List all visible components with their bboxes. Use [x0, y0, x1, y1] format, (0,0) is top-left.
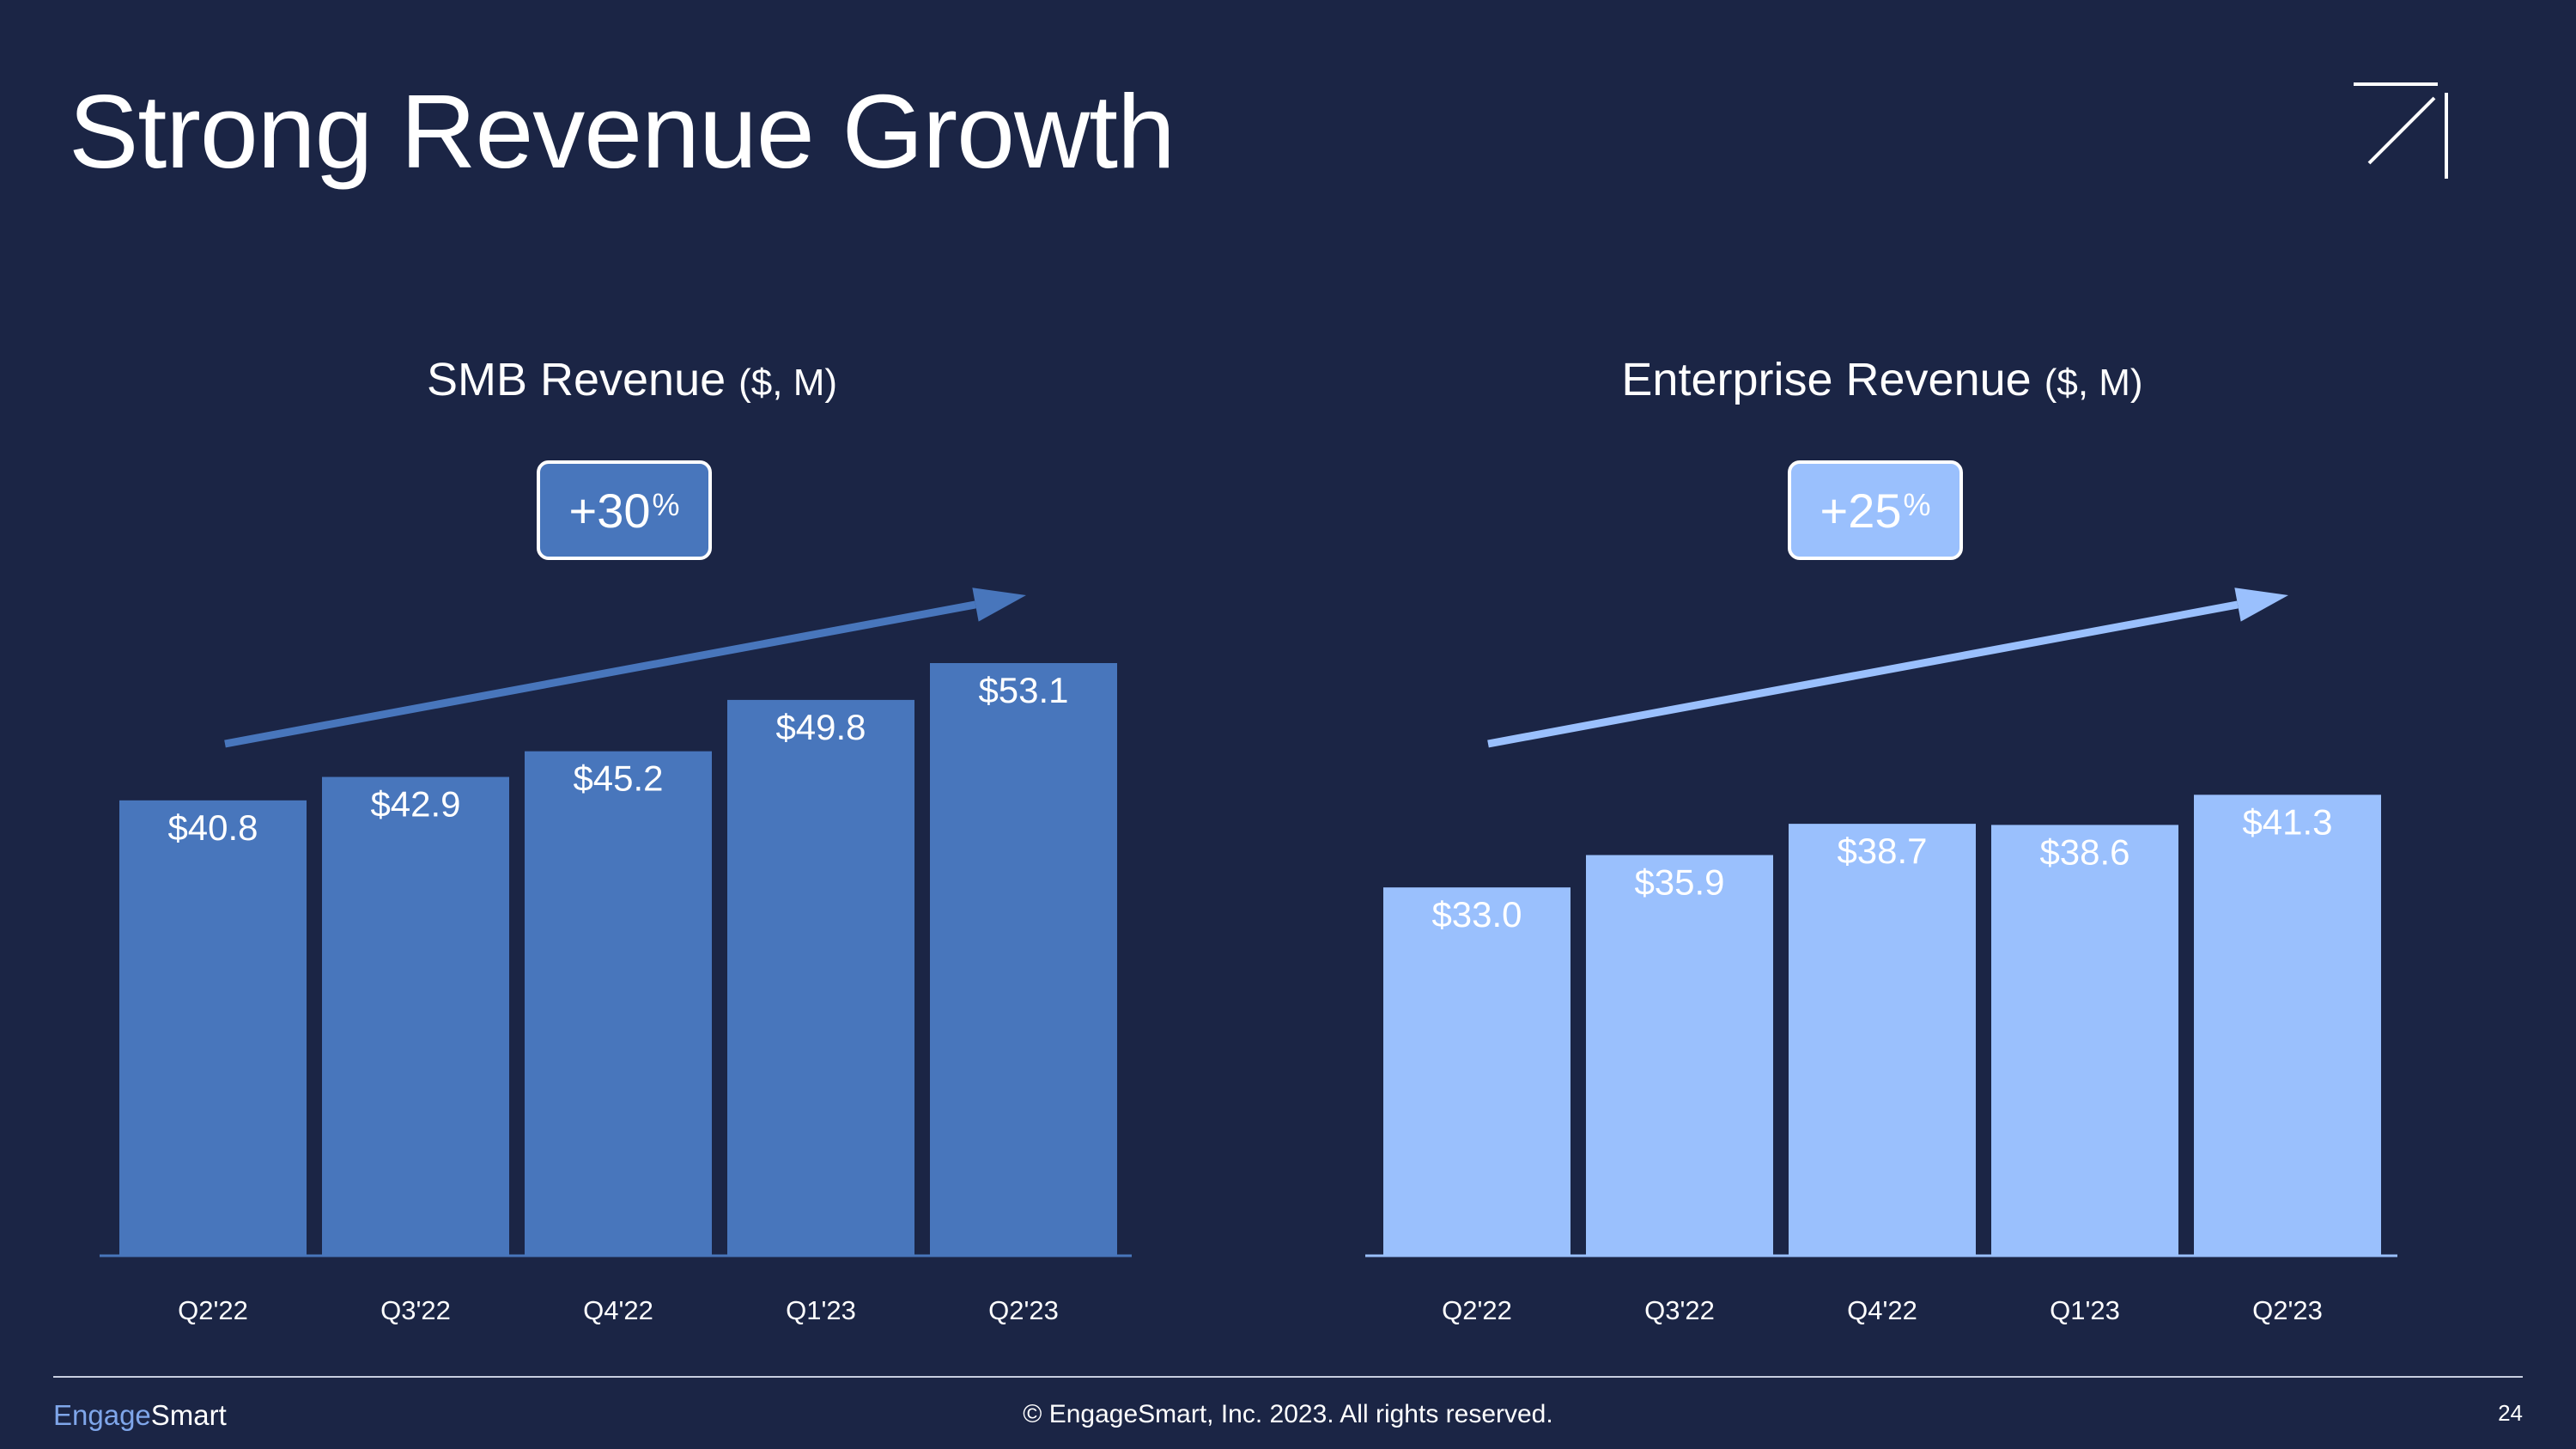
- smb-chart-title: SMB Revenue ($, M): [427, 356, 837, 403]
- page-title: Strong Revenue Growth: [69, 73, 1176, 190]
- enterprise-bar-label-2: $35.9: [1634, 862, 1724, 903]
- enterprise-growth-value: +25: [1820, 483, 1902, 538]
- arrow-logo-icon: [2354, 82, 2448, 179]
- smb-chart-title-text: SMB Revenue: [426, 354, 726, 405]
- smb-bar-4: [727, 699, 914, 1256]
- smb-bar-5: [930, 663, 1117, 1256]
- smb-growth-unit: %: [652, 487, 680, 522]
- enterprise-x-tick-1: Q2'22: [1442, 1295, 1512, 1325]
- enterprise-growth-unit: %: [1903, 487, 1931, 522]
- enterprise-x-tick-5: Q2'23: [2252, 1295, 2323, 1325]
- enterprise-growth-badge: +25%: [1788, 460, 1963, 560]
- enterprise-chart-title-unit: ($, M): [2044, 362, 2143, 404]
- enterprise-x-tick-3: Q4'22: [1847, 1295, 1917, 1325]
- enterprise-bar-label-5: $41.3: [2242, 801, 2332, 842]
- smb-growth-badge: +30%: [537, 460, 712, 560]
- enterprise-trend-arrow-line: [1487, 600, 2239, 748]
- enterprise-x-tick-2: Q3'22: [1644, 1295, 1715, 1325]
- smb-trend-arrow-head: [972, 588, 1026, 622]
- enterprise-trend-arrow-head: [2234, 588, 2288, 622]
- smb-x-tick-1: Q2'22: [178, 1295, 248, 1325]
- enterprise-bar-3: [1789, 824, 1976, 1256]
- copyright-text: © EngageSmart, Inc. 2023. All rights res…: [1023, 1400, 1553, 1428]
- smb-bar-1: [119, 800, 307, 1256]
- smb-x-tick-2: Q3'22: [380, 1295, 451, 1325]
- enterprise-bar-label-1: $33.0: [1431, 894, 1522, 935]
- smb-bar-label-2: $42.9: [370, 784, 460, 825]
- smb-x-tick-4: Q1'23: [786, 1295, 856, 1325]
- smb-trend-arrow-line: [224, 600, 976, 748]
- smb-growth-value: +30: [568, 483, 651, 538]
- enterprise-x-tick-4: Q1'23: [2050, 1295, 2120, 1325]
- enterprise-chart-title-text: Enterprise Revenue: [1621, 354, 2032, 405]
- page-number: 24: [2498, 1400, 2523, 1426]
- enterprise-bar-2: [1586, 855, 1773, 1256]
- brand-logo-part1: Engage: [53, 1399, 151, 1431]
- smb-bar-2: [322, 776, 509, 1256]
- smb-bar-label-5: $53.1: [978, 670, 1068, 710]
- brand-logo-part2: Smart: [150, 1399, 227, 1431]
- smb-bar-3: [525, 751, 712, 1256]
- enterprise-bar-label-3: $38.7: [1837, 831, 1927, 871]
- smb-x-tick-3: Q4'22: [583, 1295, 653, 1325]
- enterprise-chart-title: Enterprise Revenue ($, M): [1621, 356, 2142, 403]
- smb-bar-label-1: $40.8: [167, 807, 258, 848]
- enterprise-bar-5: [2194, 795, 2381, 1256]
- smb-chart-title-unit: ($, M): [738, 362, 838, 404]
- enterprise-bar-1: [1383, 887, 1571, 1256]
- brand-logo: EngageSmart: [53, 1399, 227, 1432]
- smb-bar-label-3: $45.2: [573, 758, 663, 799]
- smb-x-tick-5: Q2'23: [988, 1295, 1059, 1325]
- enterprise-bar-4: [1991, 825, 2178, 1256]
- enterprise-bar-label-4: $38.6: [2039, 831, 2129, 872]
- footer-divider: [53, 1376, 2523, 1378]
- smb-bar-label-4: $49.8: [775, 707, 866, 747]
